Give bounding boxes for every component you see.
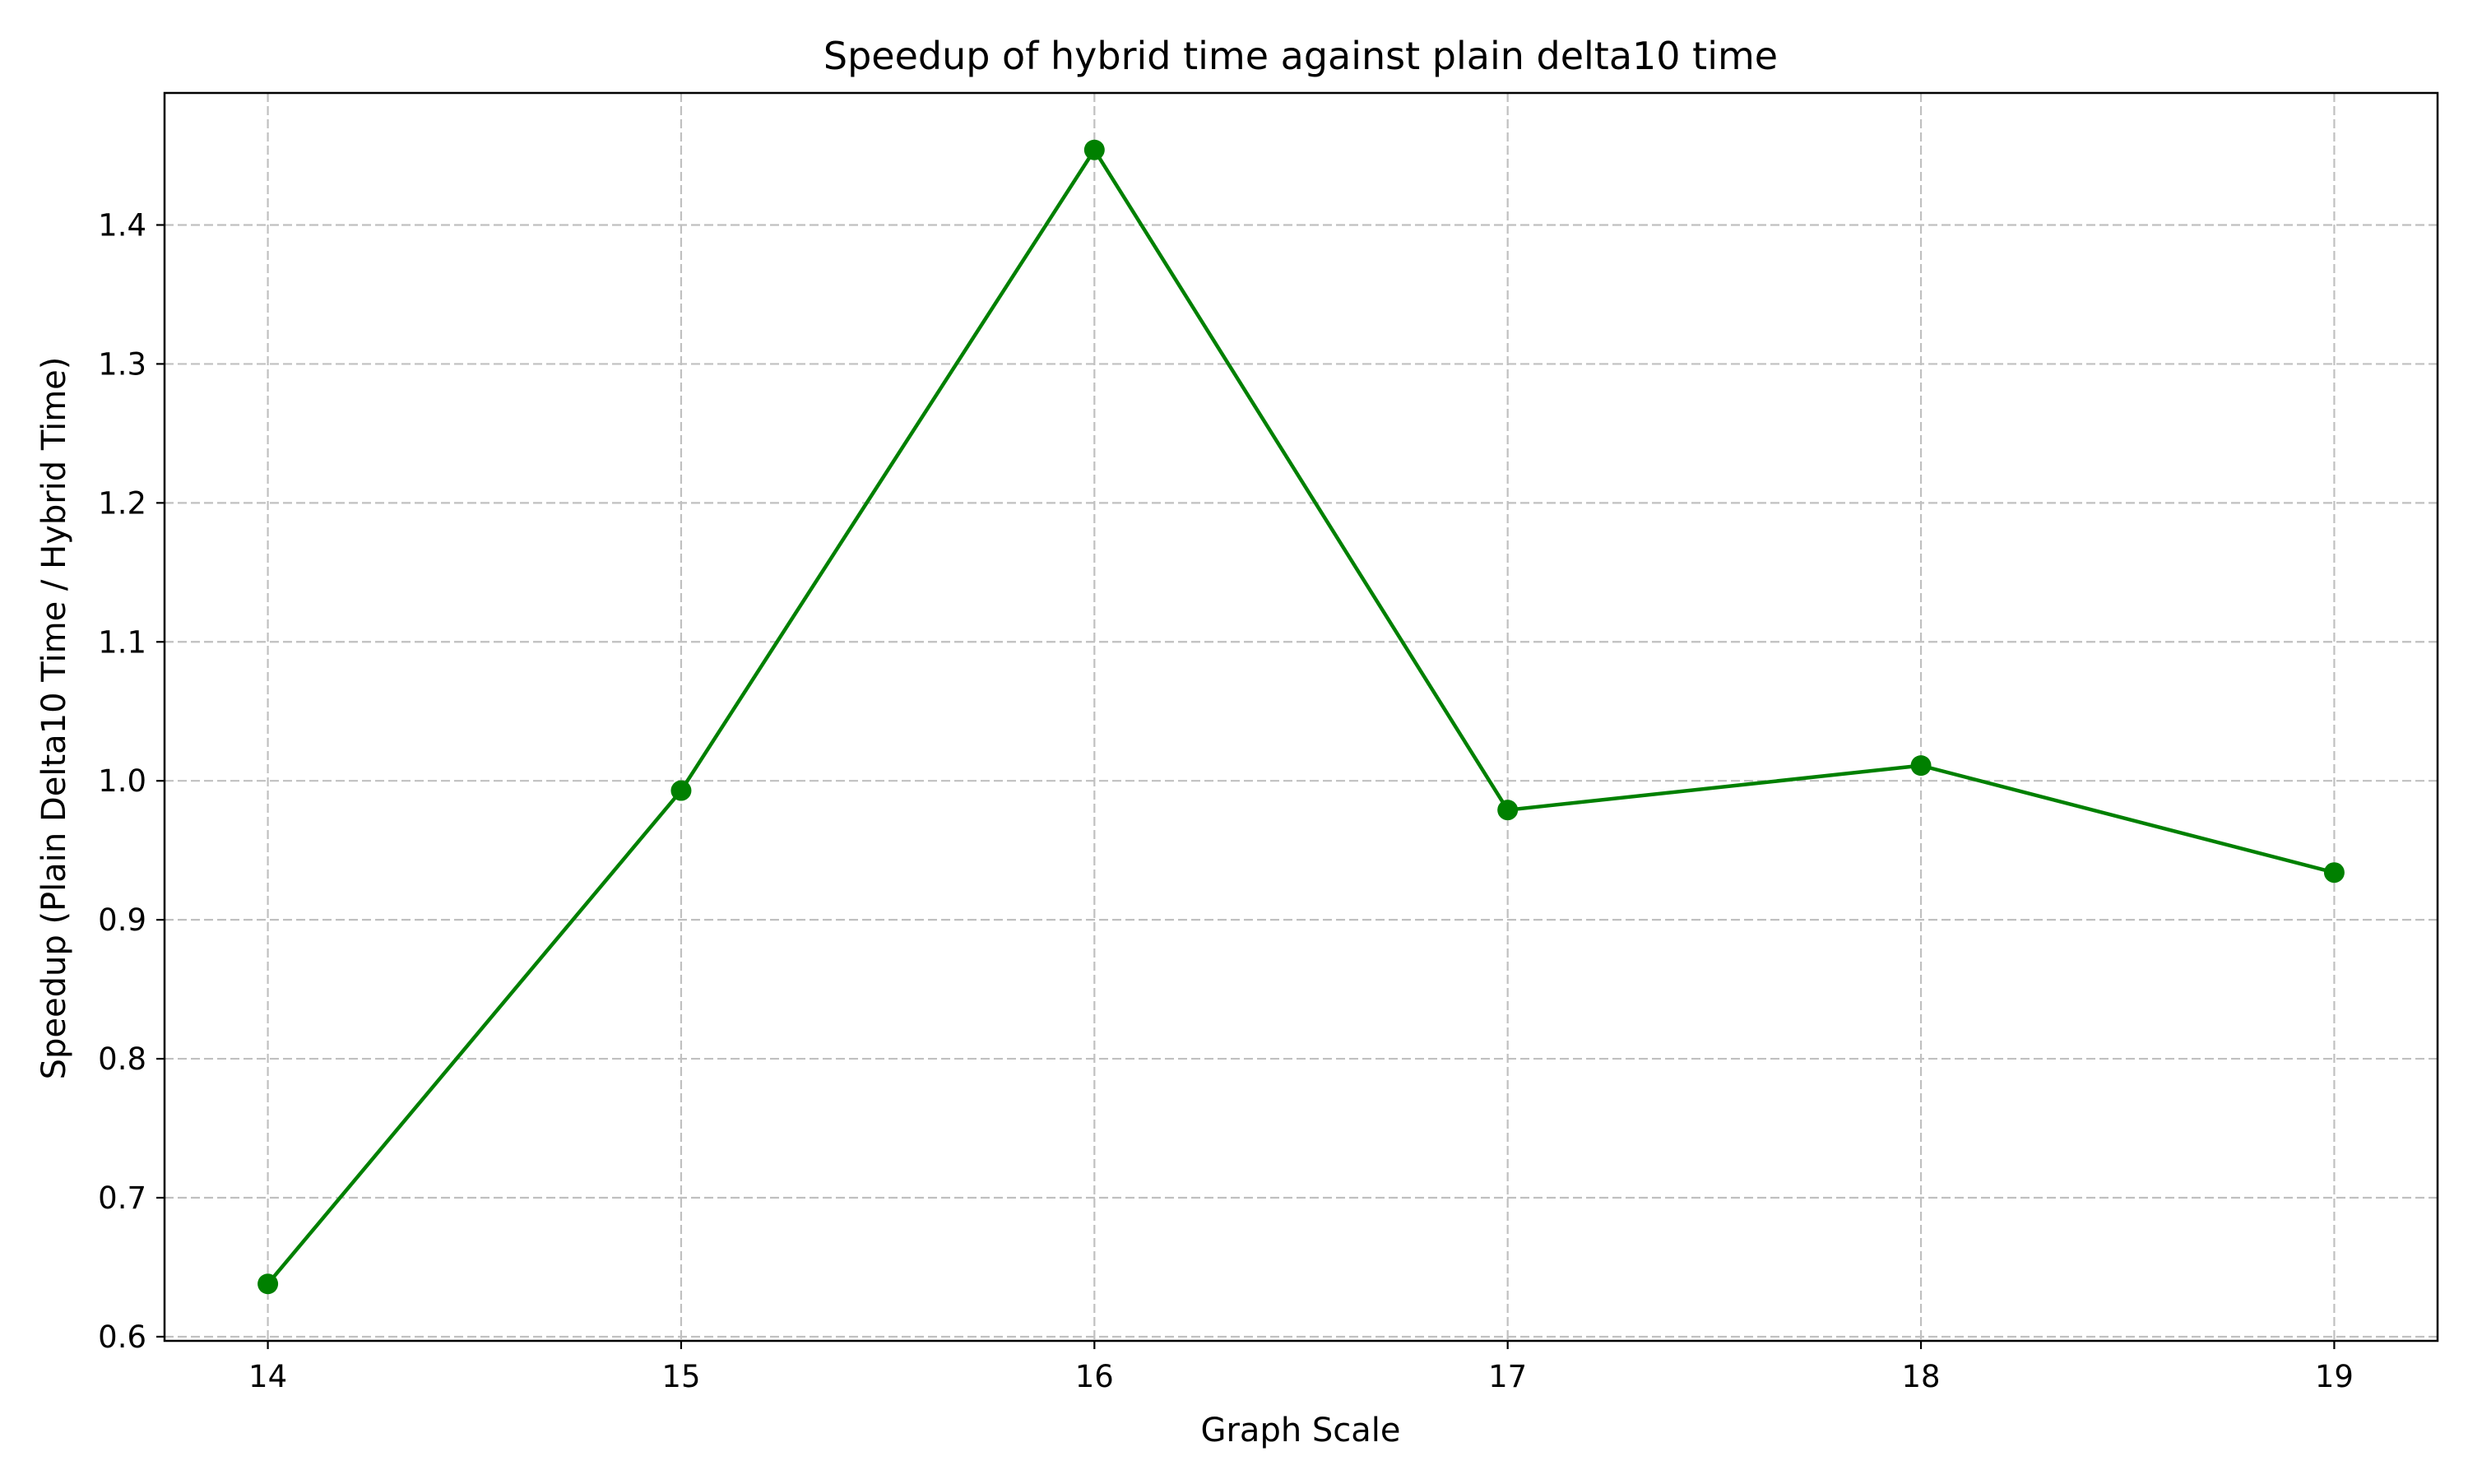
- axes: [163, 91, 2439, 1343]
- data-point: [1083, 139, 1105, 160]
- series-line: [266, 148, 2335, 1286]
- y-tick-label: 1.3: [98, 346, 146, 382]
- y-tick-label: 0.7: [98, 1180, 146, 1216]
- y-tick-label: 1.0: [98, 763, 146, 799]
- x-axis-label: Graph Scale: [1200, 1412, 1400, 1449]
- x-tick-label: 14: [248, 1359, 287, 1394]
- data-point: [257, 1273, 279, 1295]
- x-tick-label: 19: [2315, 1359, 2354, 1394]
- y-tick-label: 1.1: [98, 624, 146, 660]
- x-tick-label: 16: [1075, 1359, 1114, 1394]
- data-point: [1497, 800, 1519, 821]
- data-point: [2323, 862, 2345, 883]
- y-tick-label: 0.8: [98, 1041, 146, 1077]
- x-tick-label: 17: [1488, 1359, 1527, 1394]
- series-layer: [257, 139, 2345, 1295]
- x-tick-label: 15: [661, 1359, 700, 1394]
- x-tick-label: 18: [1901, 1359, 1940, 1394]
- data-point: [670, 780, 692, 801]
- y-axis-label: Speedup (Plain Delta10 Time / Hybrid Tim…: [35, 357, 73, 1080]
- y-tick-label: 0.9: [98, 902, 146, 938]
- plot-frame: [163, 91, 2439, 1343]
- y-tick-label: 1.2: [98, 485, 146, 521]
- chart-title: Speedup of hybrid time against plain del…: [823, 34, 1778, 78]
- y-tick-label: 1.4: [98, 207, 146, 243]
- grid-lines: [165, 93, 2438, 1341]
- y-tick-label: 0.6: [98, 1319, 146, 1355]
- ticks-layer: 14 15 16 17 18 19 0.6 0.7 0.8 0.9 1.0 1.1 1.2 1.3 1.4: [98, 207, 2354, 1394]
- data-point: [1910, 755, 1932, 777]
